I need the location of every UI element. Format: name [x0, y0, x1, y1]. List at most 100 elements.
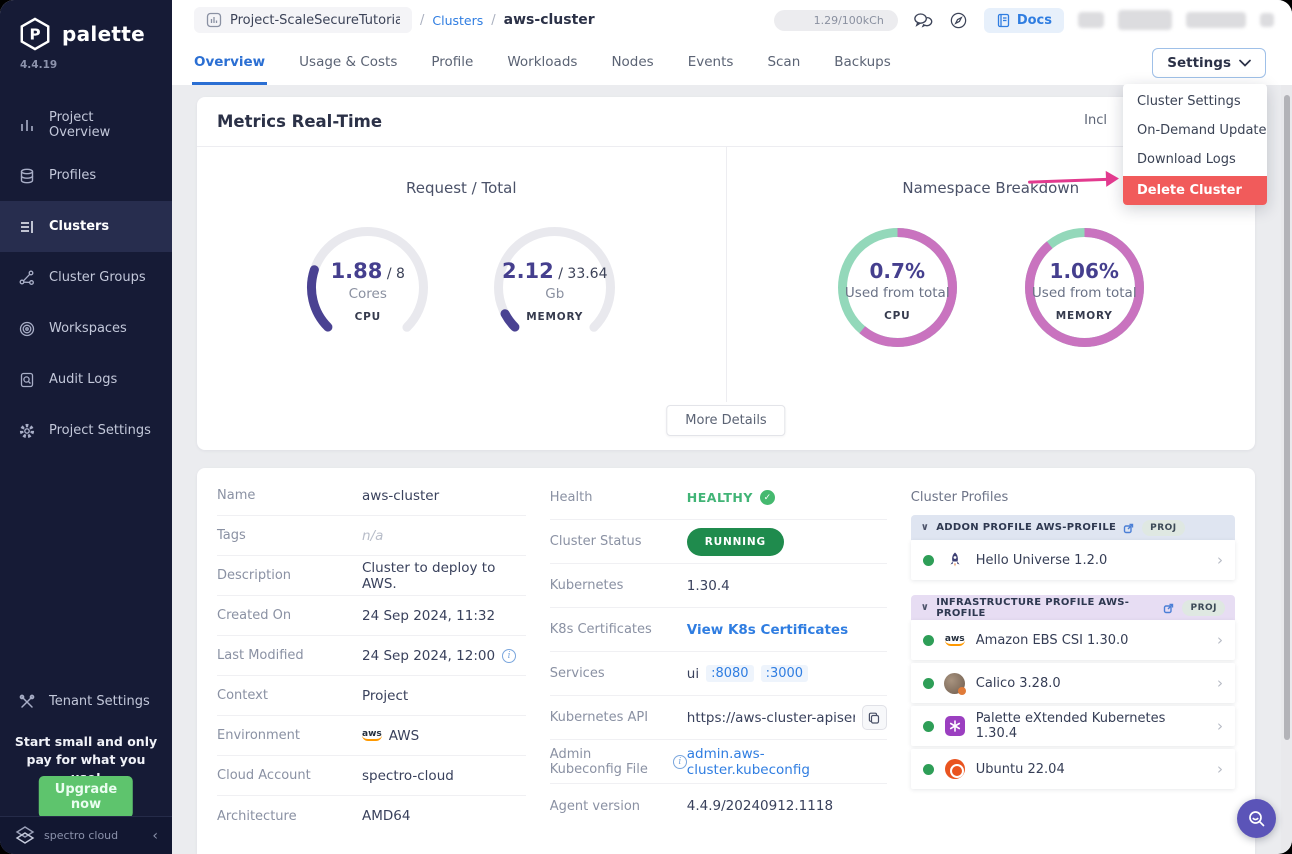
profile-item-hello-universe[interactable]: Hello Universe 1.2.0 ›	[911, 540, 1235, 580]
kubeconfig-download-link[interactable]: admin.aws-cluster.kubeconfig	[687, 746, 887, 778]
addon-profile-header[interactable]: ∨ ADDON PROFILE AWS-PROFILE PROJ	[911, 515, 1235, 540]
service-port-link[interactable]: :8080	[706, 665, 753, 682]
breadcrumb-clusters-link[interactable]: Clusters	[432, 13, 483, 28]
chevron-down-icon	[1239, 59, 1251, 67]
tab-scan[interactable]: Scan	[765, 41, 802, 85]
profile-item-name: Palette eXtended Kubernetes 1.30.4	[976, 711, 1207, 741]
cpu-total-value: 8	[396, 266, 405, 282]
sidebar-nav: Project Overview Profiles Clusters Clust…	[0, 99, 172, 456]
top-header: Project-ScaleSecureTutoria / Clusters / …	[172, 0, 1292, 40]
copy-icon[interactable]	[862, 705, 887, 730]
profile-item-amazon-ebs-csi[interactable]: aws Amazon EBS CSI 1.30.0 ›	[911, 620, 1235, 660]
row-label: Environment	[217, 728, 362, 743]
memory-request-value: 2.12	[502, 259, 554, 283]
sidebar-item-tenant-settings[interactable]: Tenant Settings	[0, 676, 172, 727]
menu-item-download-logs[interactable]: Download Logs	[1123, 145, 1267, 174]
tab-usage-costs[interactable]: Usage & Costs	[297, 41, 399, 85]
namespace-cpu-donut: 0.7% Used from total CPU	[835, 225, 960, 350]
tab-profile[interactable]: Profile	[429, 41, 475, 85]
pxk-logo-icon	[944, 715, 966, 737]
detail-row-cluster-status: Cluster Status RUNNING	[550, 520, 887, 564]
memory-gauge: 2.12 / 33.64 Gb MEMORY	[492, 225, 617, 350]
proj-scope-badge: PROJ	[1142, 520, 1185, 536]
app-window: P palette 4.4.19 Project Overview Profil…	[0, 0, 1292, 854]
tab-events[interactable]: Events	[686, 41, 736, 85]
row-label: Kubernetes	[550, 578, 687, 593]
namespace-memory-label: MEMORY	[1056, 310, 1113, 322]
status-dot	[923, 764, 934, 775]
tab-overview[interactable]: Overview	[192, 41, 267, 85]
chevron-right-icon: ›	[1217, 551, 1223, 569]
help-search-button[interactable]	[1237, 799, 1276, 838]
sidebar-item-clusters[interactable]: Clusters	[0, 201, 172, 252]
sidebar-item-label: Audit Logs	[49, 372, 117, 387]
logo-text: palette	[62, 22, 145, 46]
row-label: K8s Certificates	[550, 622, 687, 637]
tab-workloads[interactable]: Workloads	[505, 41, 579, 85]
status-dot	[923, 635, 934, 646]
profile-item-palette-extended-kubernetes[interactable]: Palette eXtended Kubernetes 1.30.4 ›	[911, 706, 1235, 746]
detail-row-description: Description Cluster to deploy to AWS.	[217, 556, 526, 596]
usage-quota-pill: 1.29/100kCh	[774, 10, 898, 31]
info-icon[interactable]: i	[502, 649, 516, 663]
database-icon	[18, 167, 36, 185]
info-icon[interactable]: i	[673, 755, 687, 769]
row-value: AWS	[389, 728, 419, 744]
link-icon	[1163, 602, 1175, 614]
tab-nodes[interactable]: Nodes	[609, 41, 655, 85]
detail-row-environment: Environment awsAWS	[217, 716, 526, 756]
tab-backups[interactable]: Backups	[832, 41, 893, 85]
sidebar-item-cluster-groups[interactable]: Cluster Groups	[0, 252, 172, 303]
view-k8s-certificates-link[interactable]: View K8s Certificates	[687, 622, 848, 638]
chevron-right-icon: ›	[1217, 631, 1223, 649]
sidebar-item-audit-logs[interactable]: Audit Logs	[0, 354, 172, 405]
menu-item-cluster-settings[interactable]: Cluster Settings	[1123, 87, 1267, 116]
chevron-down-icon: ∨	[921, 602, 929, 613]
compass-icon[interactable]	[948, 9, 970, 31]
more-details-button[interactable]: More Details	[666, 405, 785, 436]
sidebar-collapse-chevron[interactable]: ‹	[152, 828, 158, 844]
profile-item-calico[interactable]: Calico 3.28.0 ›	[911, 663, 1235, 703]
breadcrumb-separator: /	[491, 13, 495, 28]
detail-row-agent-version: Agent version 4.4.9/20240912.1118	[550, 784, 887, 828]
chevron-right-icon: ›	[1217, 674, 1223, 692]
infrastructure-profile-header[interactable]: ∨ INFRASTRUCTURE PROFILE AWS-PROFILE PRO…	[911, 595, 1235, 620]
chevron-right-icon: ›	[1217, 717, 1223, 735]
project-selector[interactable]: Project-ScaleSecureTutoria	[194, 7, 412, 33]
docs-button[interactable]: Docs	[984, 8, 1064, 33]
sidebar-item-project-settings[interactable]: Project Settings	[0, 405, 172, 456]
profile-item-ubuntu[interactable]: Ubuntu 22.04 ›	[911, 749, 1235, 789]
details-middle-column: Health HEALTHY✓ Cluster Status RUNNING K…	[550, 476, 887, 854]
namespace-cpu-label: CPU	[884, 310, 910, 322]
sidebar-item-workspaces[interactable]: Workspaces	[0, 303, 172, 354]
profile-item-name: Ubuntu 22.04	[976, 762, 1065, 777]
namespace-memory-caption: Used from total	[1032, 285, 1137, 301]
row-value: 24 Sep 2024, 12:00	[362, 648, 495, 664]
menu-item-delete-cluster[interactable]: Delete Cluster	[1123, 176, 1267, 205]
row-value: Project	[362, 688, 408, 704]
page-scrollbar-track	[1281, 85, 1292, 854]
health-status: HEALTHY	[687, 490, 753, 505]
redacted-user-info	[1186, 12, 1246, 28]
row-label: Last Modified	[217, 648, 362, 663]
settings-dropdown-menu: Cluster Settings On-Demand Update Downlo…	[1123, 84, 1267, 205]
detail-row-services: Services ui :8080 :3000	[550, 652, 887, 696]
sidebar-item-profiles[interactable]: Profiles	[0, 150, 172, 201]
bar-chart-icon	[18, 116, 36, 134]
detail-row-architecture: Architecture AMD64	[217, 796, 526, 836]
settings-dropdown-button[interactable]: Settings	[1152, 48, 1266, 78]
profile-item-name: Calico 3.28.0	[976, 676, 1061, 691]
tools-icon	[18, 693, 36, 711]
chevron-right-icon: ›	[1217, 760, 1223, 778]
chat-icon[interactable]	[912, 9, 934, 31]
cpu-request-value: 1.88	[331, 259, 383, 283]
audit-log-icon	[18, 371, 36, 389]
detail-row-kubernetes: Kubernetes 1.30.4	[550, 564, 887, 608]
upgrade-now-button[interactable]: Upgrade now	[39, 776, 133, 818]
service-port-link[interactable]: :3000	[761, 665, 808, 682]
page-scrollbar-thumb[interactable]	[1284, 95, 1290, 740]
gear-icon	[18, 422, 36, 440]
sidebar-item-project-overview[interactable]: Project Overview	[0, 99, 172, 150]
status-dot	[923, 555, 934, 566]
menu-item-on-demand-update[interactable]: On-Demand Update	[1123, 116, 1267, 145]
